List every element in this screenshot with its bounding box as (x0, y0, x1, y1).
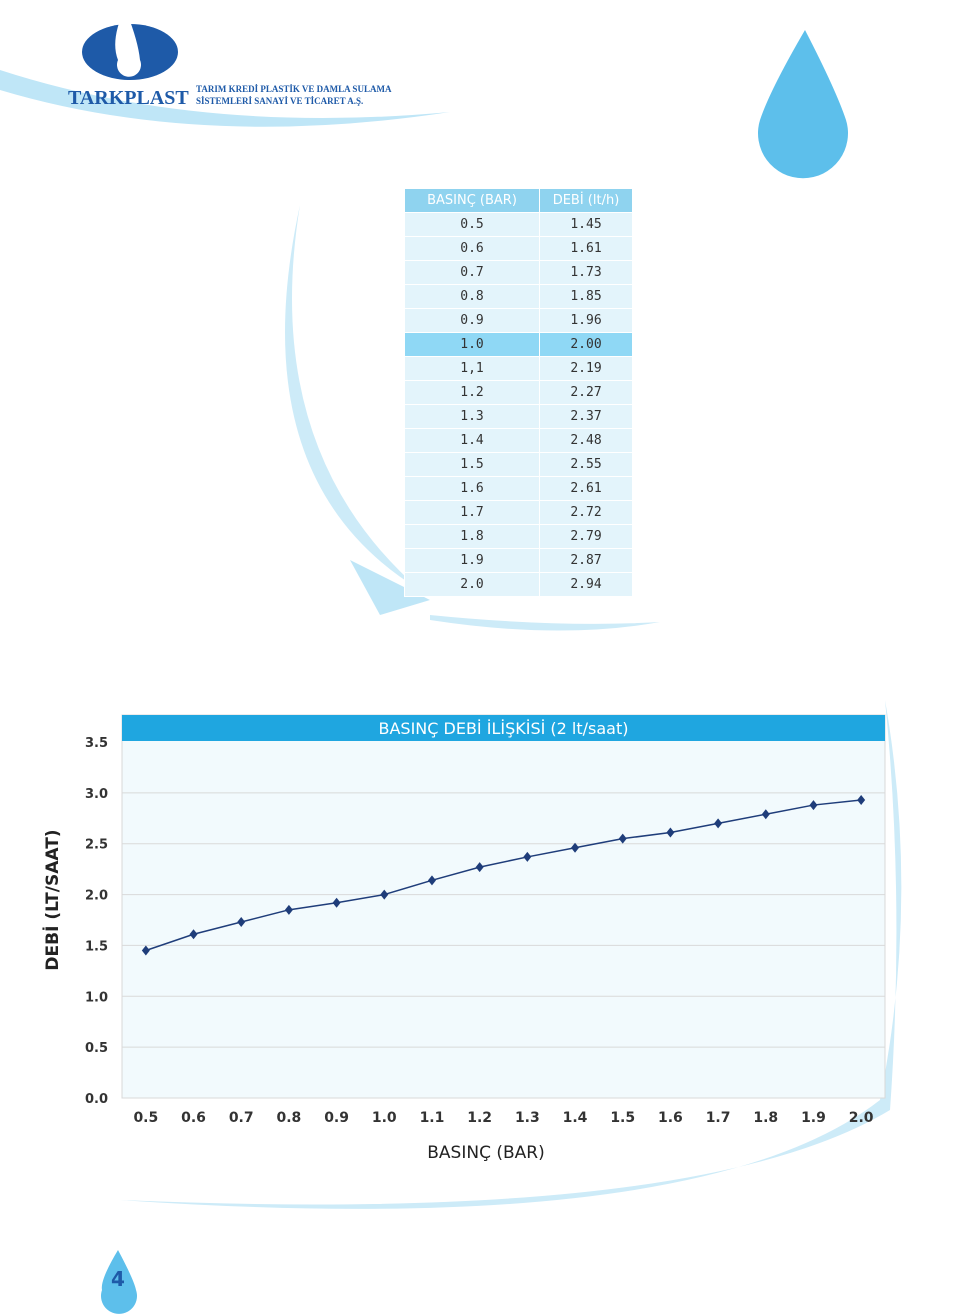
table-row: 1.4 2.48 (404, 428, 633, 453)
marker (237, 917, 246, 928)
table-cell: 0.9 (404, 308, 540, 333)
table-cell: 2.37 (539, 404, 633, 429)
table-cell: 1.9 (404, 548, 540, 573)
table-row: 1.8 2.79 (404, 524, 633, 549)
page-number: 4 (111, 1267, 125, 1291)
x-tick-label: 1.8 (753, 1110, 778, 1126)
plot-area (121, 714, 886, 1099)
marker (666, 827, 675, 838)
table-row: 0.9 1.96 (404, 308, 633, 333)
marker (523, 851, 532, 862)
column-header: DEBİ (lt/h) (539, 188, 633, 213)
x-tick-label: 1.3 (515, 1110, 540, 1126)
x-tick-label: 1.0 (372, 1110, 397, 1126)
marker (380, 889, 389, 900)
x-tick-label: 0.6 (181, 1110, 206, 1126)
marker (427, 875, 436, 886)
table-cell: 2.87 (539, 548, 633, 573)
marker (809, 800, 818, 811)
marker (761, 809, 770, 820)
table-cell: 0.5 (404, 212, 540, 237)
table-row: 1.2 2.27 (404, 380, 633, 405)
x-tick-label: 0.5 (133, 1110, 158, 1126)
y-axis-label: DEBİ (LT/SAAT) (41, 829, 63, 970)
table-cell: 2.0 (404, 572, 540, 597)
table-row: 0.8 1.85 (404, 284, 633, 309)
table-cell: 2.48 (539, 428, 633, 453)
table-cell: 1.6 (404, 476, 540, 501)
y-tick-label: 0.5 (85, 1041, 108, 1056)
table-row: 1.6 2.61 (404, 476, 633, 501)
table-cell: 1.96 (539, 308, 633, 333)
x-tick-label: 1.2 (467, 1110, 492, 1126)
x-tick-label: 1.7 (706, 1110, 731, 1126)
marker (189, 929, 198, 940)
table-row: 1.9 2.87 (404, 548, 633, 573)
table-cell: 1.45 (539, 212, 633, 237)
company-line: TARIM KREDİ PLASTİK VE DAMLA SULAMA (196, 84, 392, 94)
chart-title: BASINÇ DEBİ İLİŞKİSİ (2 lt/saat) (379, 719, 629, 738)
y-tick-label: 3.0 (85, 787, 108, 802)
marker (284, 904, 293, 915)
x-axis-label: BASINÇ (BAR) (427, 1143, 544, 1163)
table-cell: 0.7 (404, 260, 540, 285)
x-tick-label: 1.6 (658, 1110, 683, 1126)
table-row: 1,1 2.19 (404, 356, 633, 381)
marker (332, 897, 341, 908)
x-tick-label: 0.9 (324, 1110, 349, 1126)
x-tick-label: 0.8 (277, 1110, 302, 1126)
table-row: 0.5 1.45 (404, 212, 633, 237)
table-cell: 2.94 (539, 572, 633, 597)
table-cell: 2.00 (539, 332, 633, 357)
y-tick-label: 1.0 (85, 990, 108, 1005)
x-tick-label: 1.4 (563, 1110, 588, 1126)
table-cell: 2.79 (539, 524, 633, 549)
data-table: BASINÇ (BAR) DEBİ (lt/h) 0.5 1.45 0.6 1.61 0.7… (404, 188, 633, 597)
marker (618, 833, 627, 844)
table-row: 2.0 2.94 (404, 572, 633, 597)
table-cell: 0.6 (404, 236, 540, 261)
x-tick-label: 1.1 (420, 1110, 445, 1126)
brand: TARKPLAST (68, 87, 189, 109)
table-cell: 1.3 (404, 404, 540, 429)
table-cell: 1.2 (404, 380, 540, 405)
company-line: SİSTEMLERİ SANAYİ VE TİCARET A.Ş. (196, 96, 363, 106)
table-row: 0.7 1.73 (404, 260, 633, 285)
y-tick-label: 1.5 (85, 939, 108, 954)
table-cell: 1.73 (539, 260, 633, 285)
x-tick-label: 1.5 (610, 1110, 635, 1126)
y-tick-label: 3.5 (85, 736, 108, 751)
marker (857, 794, 866, 805)
marker (475, 862, 484, 873)
table-cell: 2.55 (539, 452, 633, 477)
table-cell: 0.8 (404, 284, 540, 309)
table-cell: 2.72 (539, 500, 633, 525)
column-header: BASINÇ (BAR) (404, 188, 540, 213)
x-tick-label: 0.7 (229, 1110, 254, 1126)
title-bar (122, 715, 885, 741)
table-row: 1.3 2.37 (404, 404, 633, 429)
x-tick-label: 2.0 (849, 1110, 874, 1126)
line (145, 799, 862, 952)
table-cell: 2.61 (539, 476, 633, 501)
table-cell: 1.85 (539, 284, 633, 309)
table-cell: 1.7 (404, 500, 540, 525)
x-tick-label: 1.9 (801, 1110, 826, 1126)
marker (571, 842, 580, 853)
table-cell: 2.19 (539, 356, 633, 381)
marker (714, 818, 723, 829)
marker (141, 945, 150, 956)
y-tick-label: 0.0 (85, 1092, 108, 1107)
y-tick-label: 2.5 (85, 838, 108, 853)
y-tick-label: 2.0 (85, 889, 108, 904)
table-row: 1.7 2.72 (404, 500, 633, 525)
